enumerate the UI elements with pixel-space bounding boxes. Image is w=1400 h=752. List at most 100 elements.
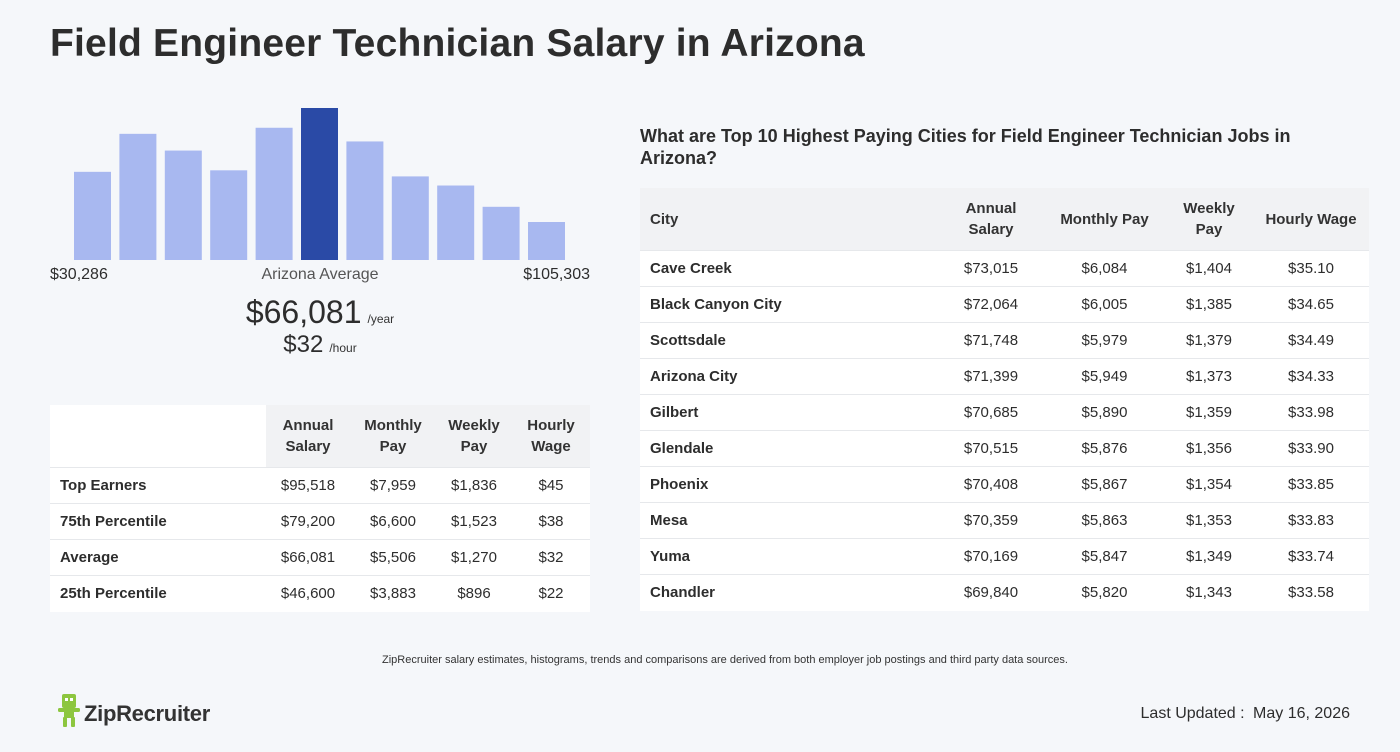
- weekly-cell: $1,385: [1165, 286, 1253, 323]
- monthly-cell: $5,949: [1044, 358, 1165, 395]
- hourly-cell: $34.33: [1253, 358, 1369, 395]
- annual-cell: $66,081: [266, 539, 350, 576]
- cities-header-city: City: [640, 188, 938, 251]
- ziprecruiter-mascot-icon: [58, 694, 80, 733]
- row-label: 25th Percentile: [50, 575, 266, 612]
- city-name: Mesa: [640, 502, 938, 539]
- histogram-bar: [255, 127, 293, 260]
- average-yearly: $66,081/year: [50, 294, 590, 331]
- hourly-cell: $38: [512, 503, 590, 540]
- table-row: Yuma $70,169 $5,847 $1,349 $33.74: [640, 538, 1369, 575]
- last-updated-date: May 16, 2026: [1253, 705, 1350, 722]
- hourly-cell: $33.83: [1253, 502, 1369, 539]
- weekly-cell: $1,523: [436, 503, 512, 540]
- annual-cell: $71,748: [938, 322, 1044, 359]
- row-label: 75th Percentile: [50, 503, 266, 540]
- city-name: Arizona City: [640, 358, 938, 395]
- hourly-cell: $33.74: [1253, 538, 1369, 575]
- table-row: Top Earners $95,518 $7,959 $1,836 $45: [50, 467, 590, 504]
- salary-histogram: [50, 100, 590, 260]
- weekly-cell: $1,356: [1165, 430, 1253, 467]
- weekly-cell: $1,343: [1165, 574, 1253, 611]
- histogram-bar-average: [301, 108, 338, 260]
- table-row: Cave Creek $73,015 $6,084 $1,404 $35.10: [640, 250, 1369, 287]
- average-salary: $66,081/year $32/hour: [50, 294, 590, 359]
- histogram-bar: [437, 185, 475, 260]
- monthly-cell: $5,876: [1044, 430, 1165, 467]
- annual-cell: $70,408: [938, 466, 1044, 503]
- hourly-cell: $34.49: [1253, 322, 1369, 359]
- monthly-cell: $5,890: [1044, 394, 1165, 431]
- table-row: Phoenix $70,408 $5,867 $1,354 $33.85: [640, 466, 1369, 503]
- hourly-cell: $33.85: [1253, 466, 1369, 503]
- cities-header-annual: Annual Salary: [938, 188, 1044, 251]
- city-name: Scottsdale: [640, 322, 938, 359]
- annual-cell: $70,169: [938, 538, 1044, 575]
- hourly-cell: $33.58: [1253, 574, 1369, 611]
- hourly-cell: $33.98: [1253, 394, 1369, 431]
- hourly-cell: $22: [512, 575, 590, 612]
- percentile-header-weekly: Weekly Pay: [436, 405, 512, 468]
- weekly-cell: $1,353: [1165, 502, 1253, 539]
- city-name: Glendale: [640, 430, 938, 467]
- average-hourly: $32/hour: [50, 331, 590, 359]
- histogram-bar: [164, 150, 202, 260]
- weekly-cell: $1,373: [1165, 358, 1253, 395]
- ziprecruiter-logo-text: ZipRecruiter: [84, 700, 210, 726]
- monthly-cell: $5,820: [1044, 574, 1165, 611]
- histogram-bar: [119, 133, 157, 260]
- monthly-cell: $7,959: [350, 467, 436, 504]
- percentile-header-blank: [50, 405, 266, 468]
- row-label: Top Earners: [50, 467, 266, 504]
- table-row: 75th Percentile $79,200 $6,600 $1,523 $3…: [50, 503, 590, 540]
- city-name: Chandler: [640, 574, 938, 611]
- monthly-cell: $6,005: [1044, 286, 1165, 323]
- table-row: Arizona City $71,399 $5,949 $1,373 $34.3…: [640, 358, 1369, 395]
- percentile-table: Annual Salary Monthly Pay Weekly Pay Hou…: [50, 405, 590, 612]
- histogram-bar: [482, 206, 520, 260]
- weekly-cell: $1,404: [1165, 250, 1253, 287]
- percentile-table-header: Annual Salary Monthly Pay Weekly Pay Hou…: [50, 405, 590, 468]
- weekly-cell: $1,270: [436, 539, 512, 576]
- last-updated-label: Last Updated :: [1140, 705, 1245, 722]
- cities-header-weekly: Weekly Pay: [1165, 188, 1253, 251]
- hourly-cell: $33.90: [1253, 430, 1369, 467]
- cities-section-title: What are Top 10 Highest Paying Cities fo…: [640, 126, 1291, 168]
- page-title: Field Engineer Technician Salary in Ariz…: [50, 22, 865, 65]
- histogram-bar: [74, 171, 111, 260]
- monthly-cell: $5,847: [1044, 538, 1165, 575]
- monthly-cell: $5,979: [1044, 322, 1165, 359]
- histogram-range: $30,286 Arizona Average $105,303: [50, 266, 590, 286]
- city-name: Cave Creek: [640, 250, 938, 287]
- ziprecruiter-logo[interactable]: ZipRecruiter: [58, 694, 210, 733]
- average-yearly-unit: /year: [367, 312, 395, 326]
- monthly-cell: $6,600: [350, 503, 436, 540]
- hourly-cell: $32: [512, 539, 590, 576]
- city-name: Black Canyon City: [640, 286, 938, 323]
- histogram-bar: [391, 176, 429, 260]
- monthly-cell: $5,867: [1044, 466, 1165, 503]
- percentile-header-hourly: Hourly Wage: [512, 405, 590, 468]
- percentile-header-annual: Annual Salary: [266, 405, 350, 468]
- annual-cell: $72,064: [938, 286, 1044, 323]
- monthly-cell: $5,863: [1044, 502, 1165, 539]
- city-name: Yuma: [640, 538, 938, 575]
- row-label: Average: [50, 539, 266, 576]
- table-row: Average $66,081 $5,506 $1,270 $32: [50, 539, 590, 576]
- hourly-cell: $45: [512, 467, 590, 504]
- average-hourly-value: $32: [283, 331, 324, 358]
- table-row: Black Canyon City $72,064 $6,005 $1,385 …: [640, 286, 1369, 323]
- table-row: 25th Percentile $46,600 $3,883 $896 $22: [50, 575, 590, 612]
- cities-table-header: City Annual Salary Monthly Pay Weekly Pa…: [640, 188, 1369, 251]
- table-row: Gilbert $70,685 $5,890 $1,359 $33.98: [640, 394, 1369, 431]
- histogram-bar: [528, 222, 565, 260]
- percentile-header-monthly: Monthly Pay: [350, 405, 436, 468]
- histogram-max-label: $105,303: [523, 266, 590, 283]
- monthly-cell: $6,084: [1044, 250, 1165, 287]
- table-row: Chandler $69,840 $5,820 $1,343 $33.58: [640, 574, 1369, 611]
- histogram-bar: [210, 170, 248, 260]
- annual-cell: $79,200: [266, 503, 350, 540]
- cities-header-hourly: Hourly Wage: [1253, 188, 1369, 251]
- table-row: Scottsdale $71,748 $5,979 $1,379 $34.49: [640, 322, 1369, 359]
- monthly-cell: $5,506: [350, 539, 436, 576]
